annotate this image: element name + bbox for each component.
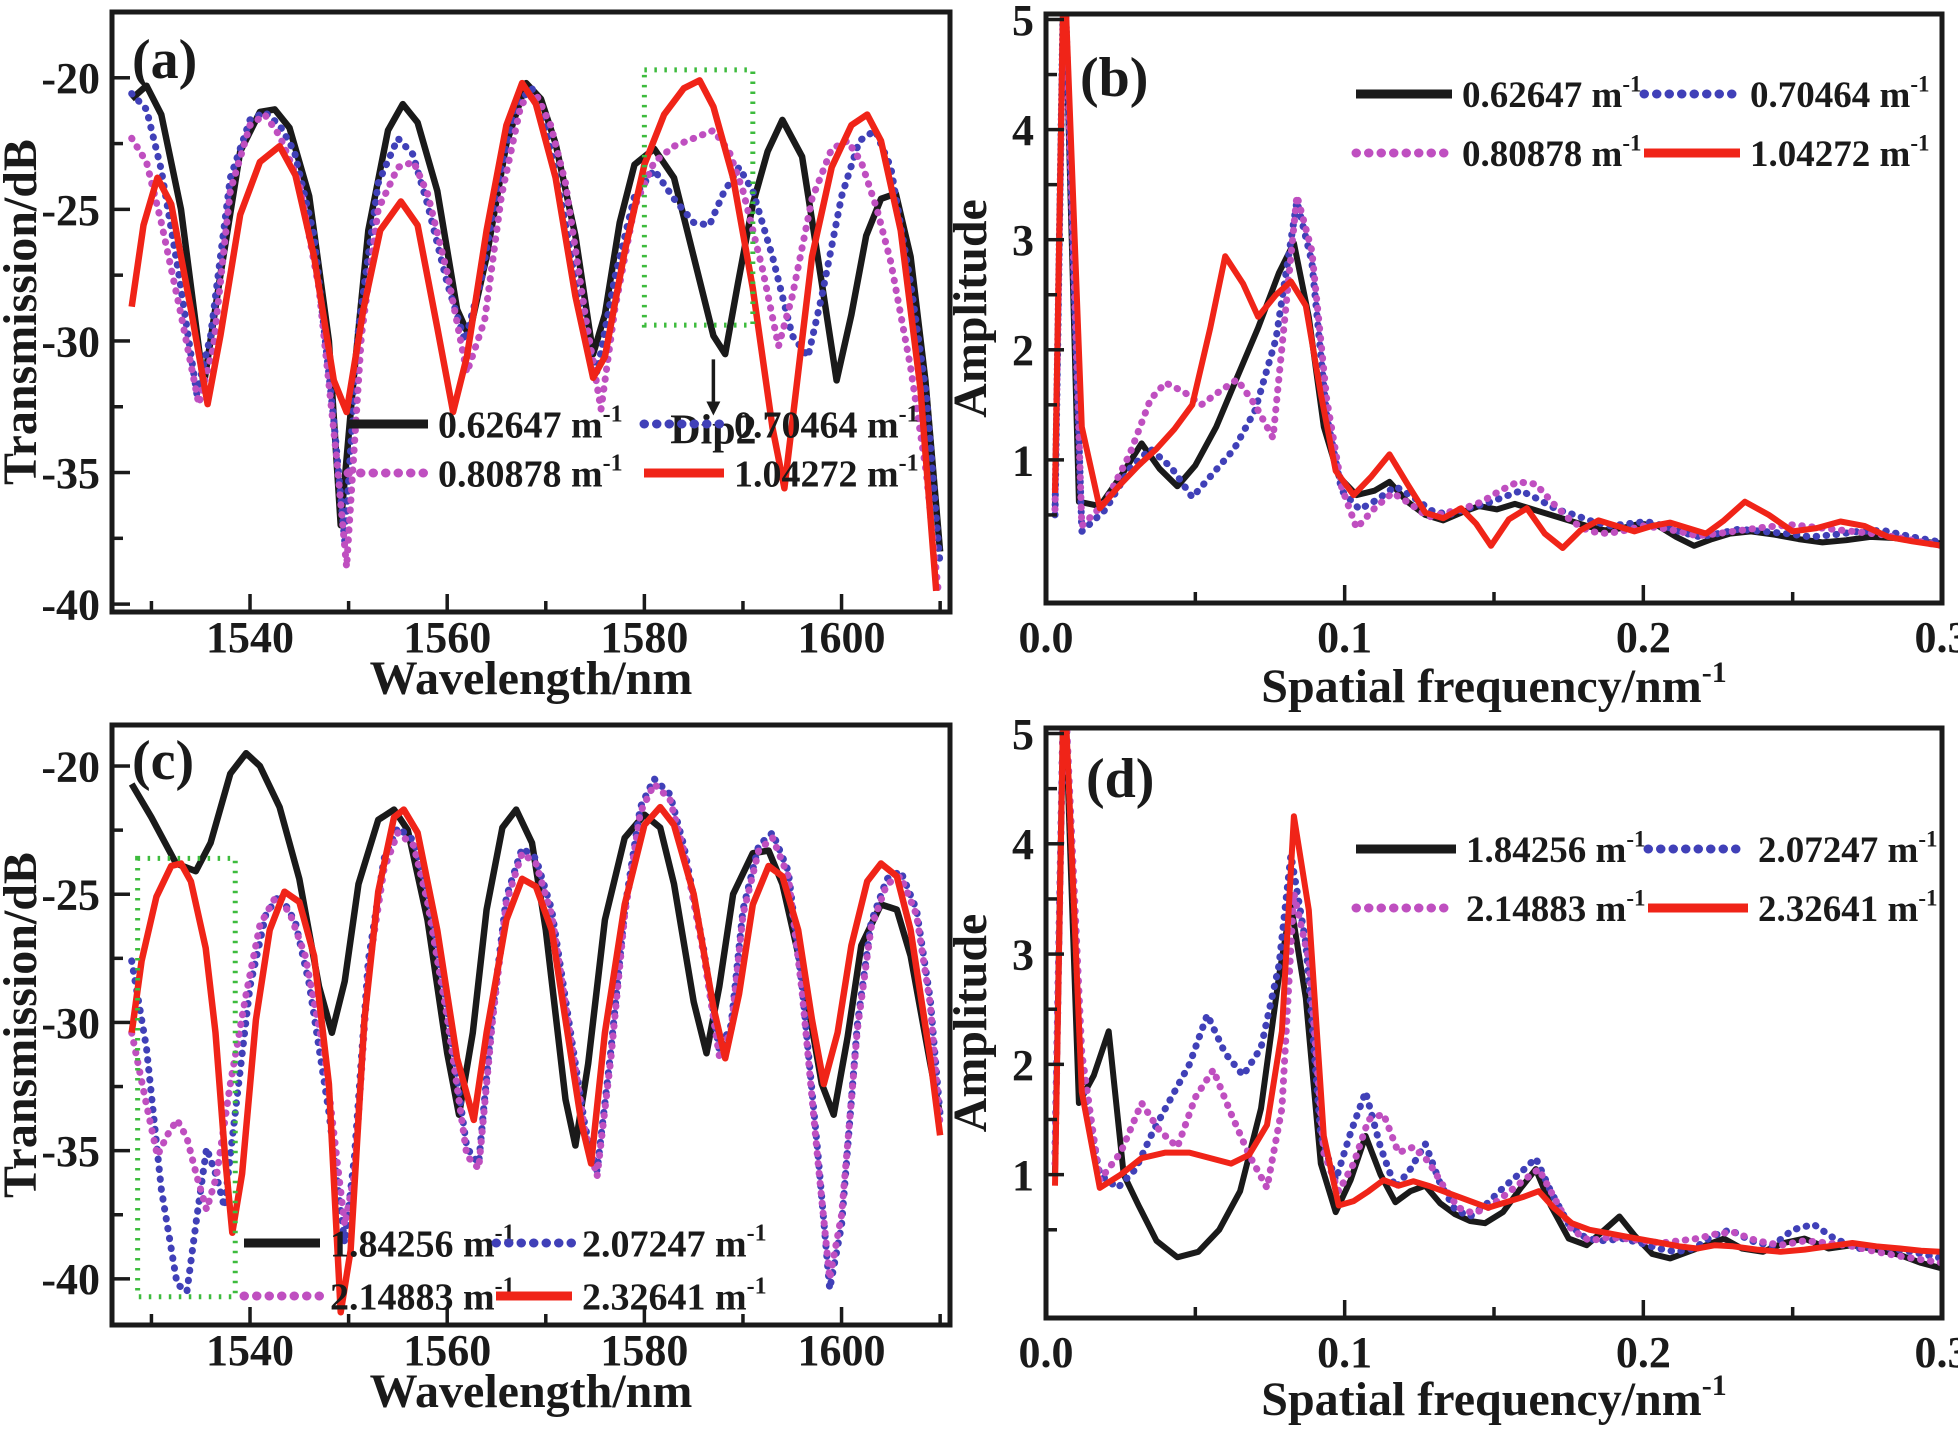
- axes-frame: [109, 722, 953, 1328]
- y-axis-title: Transmission/dB: [0, 139, 47, 485]
- x-tick-label: 0.2: [1616, 1328, 1671, 1377]
- legend-label-d-0: 1.84256 m-1: [1466, 826, 1646, 871]
- legend-label-d-3: 2.32641 m-1: [1758, 885, 1938, 930]
- chart-c: 1540 1560 1580 1600 -20 -25 -30 -35 -40 Wavelengt…: [0, 722, 953, 1418]
- chart-b: 0.0 0.1 0.2 0.3 5 4 3 2 1 Spatial frequency/nm-1 A…: [944, 0, 1958, 713]
- chart-d: 0.0 0.1 0.2 0.3 5 4 3 2 1 Spatial frequency/nm-1 A…: [944, 710, 1958, 1426]
- c-series-2: [128, 780, 944, 1283]
- legend-label-c-3: 2.32641 m-1: [582, 1273, 767, 1318]
- legend-label-c-0: 1.84256 m-1: [330, 1220, 515, 1265]
- y-tick-label: -30: [41, 317, 100, 366]
- y-tick-label: -20: [41, 742, 100, 791]
- y-tick-label: -35: [41, 1127, 100, 1176]
- y-tick-label: 5: [1012, 710, 1034, 759]
- x-tick-label: 0.0: [1019, 1328, 1074, 1377]
- y-tick-label: -40: [41, 581, 100, 630]
- dip2-arrowhead: [706, 401, 721, 416]
- panel-letter: (b): [1080, 47, 1148, 109]
- dip2-label: Dip2: [670, 408, 756, 454]
- axes-frame: [1043, 725, 1945, 1321]
- y-tick-label: -30: [41, 999, 100, 1048]
- y-tick-label: 2: [1012, 326, 1034, 375]
- x-tick-label: 0.1: [1317, 1328, 1372, 1377]
- y-tick-label: -25: [41, 871, 100, 920]
- plot-area-a: [128, 77, 944, 595]
- x-axis-title: Spatial frequency/nm-1: [1261, 1369, 1726, 1426]
- a-series-0: [129, 79, 944, 552]
- y-tick-label: 3: [1012, 930, 1034, 979]
- a-series-3: [128, 77, 940, 592]
- plot-area-d: [1051, 730, 1940, 1271]
- d-series-2: [1051, 730, 1940, 1267]
- b-series-1: [1051, 16, 1940, 546]
- a-series-1: [128, 84, 944, 569]
- x-tick-label: 0.2: [1616, 613, 1671, 662]
- legend-label-a-3: 1.04272 m-1: [734, 450, 919, 495]
- legend-label-a-2: 0.80878 m-1: [438, 450, 623, 495]
- y-axis-title: Amplitude: [944, 199, 997, 418]
- plot-area-c: [128, 749, 944, 1316]
- legend-label-b-2: 0.80878 m-1: [1462, 130, 1642, 175]
- d-series-3: [1052, 730, 1940, 1255]
- d-series-0: [1052, 730, 1940, 1271]
- panel-c: 1540 1560 1580 1600 -20 -25 -30 -35 -40 Wavelengt…: [0, 715, 958, 1430]
- y-tick-label: 5: [1012, 0, 1034, 45]
- c-series-3: [128, 803, 944, 1316]
- x-axis-title: Wavelength/nm: [370, 652, 693, 705]
- legend-label-a-0: 0.62647 m-1: [438, 401, 623, 446]
- axes-frame: [109, 9, 953, 615]
- legend-label-a-1: 0.70464 m-1: [734, 401, 919, 446]
- y-tick-label: 2: [1012, 1041, 1034, 1090]
- b-series-3: [1052, 16, 1940, 551]
- c-series-1: [128, 775, 944, 1296]
- x-axis-title: Spatial frequency/nm-1: [1261, 656, 1726, 713]
- y-tick-label: -35: [41, 449, 100, 498]
- legend-label-c-1: 2.07247 m-1: [582, 1220, 767, 1265]
- x-tick-label: 1540: [206, 613, 294, 662]
- chart-a: Dip2 1540 1560 1580 1600 -20 -25 -30 -35 -40 Wavel…: [0, 9, 953, 705]
- y-tick-label: -25: [41, 186, 100, 235]
- x-tick-label: 1540: [206, 1326, 294, 1375]
- legend-label-d-2: 2.14883 m-1: [1466, 885, 1646, 930]
- panel-b: 0.0 0.1 0.2 0.3 5 4 3 2 1 Spatial frequency/nm-1 A…: [944, 0, 1958, 715]
- y-tick-label: -40: [41, 1255, 100, 1304]
- y-axis-title: Amplitude: [944, 914, 997, 1133]
- panel-a: Dip2 1540 1560 1580 1600 -20 -25 -30 -35 -40 Wavel…: [0, 0, 958, 715]
- x-tick-label: 1580: [600, 613, 688, 662]
- panel-letter: (d): [1086, 748, 1154, 810]
- x-axis-title: Wavelength/nm: [370, 1365, 693, 1418]
- x-tick-label: 1600: [798, 1326, 886, 1375]
- y-axis-title: Transmission/dB: [0, 852, 47, 1198]
- d-series-1: [1051, 730, 1940, 1262]
- a-series-2: [128, 90, 942, 595]
- y-tick-label: 1: [1012, 1151, 1034, 1200]
- plot-area-b: [1051, 16, 1940, 551]
- y-tick-label: -20: [41, 54, 100, 103]
- x-tick-label: 0.1: [1317, 613, 1372, 662]
- y-tick-label: 3: [1012, 216, 1034, 265]
- x-tick-label: 1560: [403, 613, 491, 662]
- axes-frame: [1043, 11, 1945, 606]
- legend-label-b-3: 1.04272 m-1: [1750, 130, 1930, 175]
- y-tick-label: 4: [1012, 820, 1034, 869]
- y-tick-label: 1: [1012, 436, 1034, 485]
- x-tick-label: 0.3: [1915, 613, 1958, 662]
- legend-label-b-0: 0.62647 m-1: [1462, 71, 1642, 116]
- panel-letter: (c): [132, 730, 194, 792]
- panel-letter: (a): [132, 29, 197, 91]
- panel-d: 0.0 0.1 0.2 0.3 5 4 3 2 1 Spatial frequency/nm-1 A…: [944, 710, 1958, 1430]
- x-tick-label: 0.0: [1019, 613, 1074, 662]
- legend-label-c-2: 2.14883 m-1: [330, 1273, 515, 1318]
- x-tick-label: 0.3: [1915, 1328, 1958, 1377]
- legend-label-b-1: 0.70464 m-1: [1750, 71, 1930, 116]
- legend-label-d-1: 2.07247 m-1: [1758, 826, 1938, 871]
- x-tick-label: 1580: [600, 1326, 688, 1375]
- x-tick-label: 1560: [403, 1326, 491, 1375]
- y-tick-label: 4: [1012, 106, 1034, 155]
- x-tick-label: 1600: [798, 613, 886, 662]
